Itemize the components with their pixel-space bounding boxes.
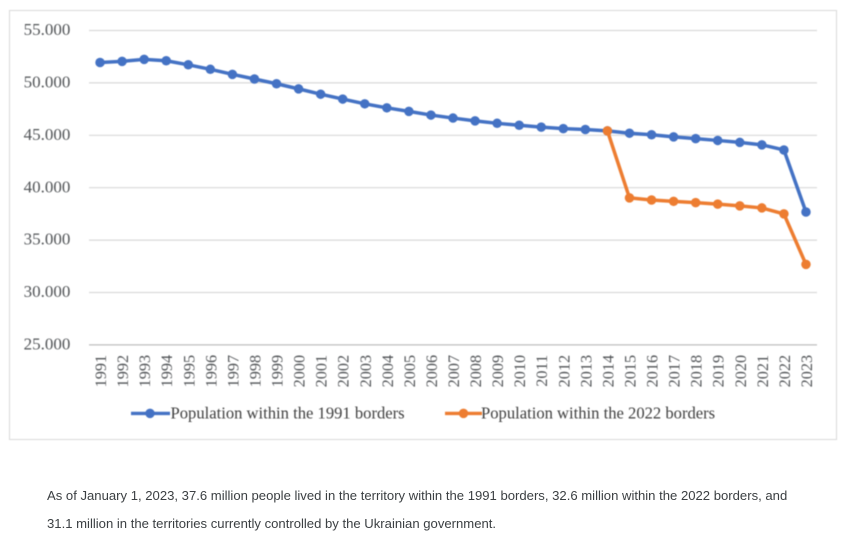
svg-text:2003: 2003 xyxy=(356,355,375,388)
svg-text:1997: 1997 xyxy=(223,355,242,388)
svg-text:1991: 1991 xyxy=(91,355,110,388)
svg-text:2015: 2015 xyxy=(620,355,639,388)
svg-text:45.000: 45.000 xyxy=(24,125,71,144)
svg-text:2009: 2009 xyxy=(488,355,507,388)
svg-text:2019: 2019 xyxy=(709,355,728,388)
svg-text:25.000: 25.000 xyxy=(24,335,71,354)
svg-text:Population within the 1991 bor: Population within the 1991 borders xyxy=(171,404,405,423)
svg-text:2000: 2000 xyxy=(290,355,309,388)
svg-text:2021: 2021 xyxy=(753,355,772,388)
svg-text:2017: 2017 xyxy=(665,355,684,388)
svg-text:35.000: 35.000 xyxy=(24,230,71,249)
svg-text:2011: 2011 xyxy=(532,355,551,387)
svg-text:40.000: 40.000 xyxy=(24,177,71,196)
svg-text:2001: 2001 xyxy=(312,355,331,388)
svg-text:55.000: 55.000 xyxy=(24,20,71,39)
svg-text:50.000: 50.000 xyxy=(24,73,71,92)
svg-text:2014: 2014 xyxy=(598,355,617,388)
svg-text:2010: 2010 xyxy=(510,355,529,388)
svg-text:2006: 2006 xyxy=(422,355,441,388)
svg-text:2004: 2004 xyxy=(378,355,397,388)
svg-text:2018: 2018 xyxy=(687,355,706,388)
svg-text:1993: 1993 xyxy=(135,355,154,388)
svg-text:1994: 1994 xyxy=(157,355,176,388)
svg-text:2008: 2008 xyxy=(466,355,485,388)
svg-text:30.000: 30.000 xyxy=(24,282,71,301)
svg-text:2020: 2020 xyxy=(731,355,750,388)
svg-text:1998: 1998 xyxy=(245,355,264,388)
svg-text:1996: 1996 xyxy=(201,355,220,388)
svg-text:2012: 2012 xyxy=(554,355,573,388)
svg-text:1999: 1999 xyxy=(268,355,287,388)
svg-text:2007: 2007 xyxy=(444,355,463,388)
svg-text:2013: 2013 xyxy=(576,355,595,388)
svg-text:2002: 2002 xyxy=(334,355,353,388)
svg-text:1992: 1992 xyxy=(113,355,132,388)
svg-text:Population within the 2022 bor: Population within the 2022 borders xyxy=(481,404,715,423)
svg-text:1995: 1995 xyxy=(179,355,198,388)
svg-text:2022: 2022 xyxy=(775,355,794,388)
svg-text:2016: 2016 xyxy=(643,355,662,388)
svg-text:2005: 2005 xyxy=(400,355,419,388)
svg-text:2023: 2023 xyxy=(797,355,816,388)
